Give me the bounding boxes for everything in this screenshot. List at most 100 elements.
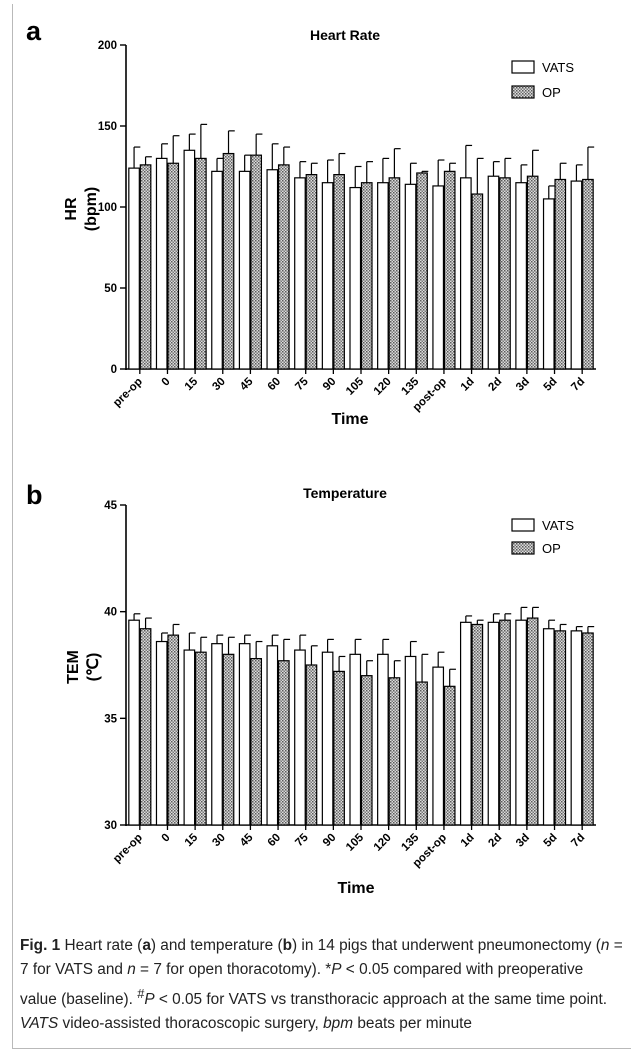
x-tick-label: 30 (210, 832, 228, 850)
caption-text: Heart rate (a) and temperature (b) in 14… (20, 937, 623, 1032)
panel-letter: a (26, 16, 42, 46)
legend-swatch-op (512, 86, 534, 98)
x-tick-label: 30 (210, 376, 228, 394)
bar-op (196, 158, 207, 369)
y-tick-label: 30 (104, 820, 117, 832)
caption-part: P (144, 991, 154, 1008)
caption-part: bpm (323, 1015, 353, 1032)
bar-op (417, 682, 428, 825)
caption-part: a (142, 937, 151, 954)
y-axis-label: HR (63, 197, 80, 221)
x-tick-label: 7d (569, 832, 587, 850)
bar-op (362, 676, 373, 825)
x-tick-label: 90 (321, 832, 339, 850)
bar-vats (544, 199, 555, 369)
bar-op (279, 661, 290, 825)
bar-op (500, 620, 511, 825)
legend-swatch-vats (512, 519, 534, 531)
bar-vats (516, 183, 527, 369)
bar-op (140, 629, 151, 825)
caption-part: n (127, 961, 136, 978)
bar-op (555, 179, 566, 369)
y-tick-label: 150 (98, 121, 117, 133)
x-tick-label: pre-op (111, 376, 145, 410)
x-tick-label: 2d (486, 376, 504, 394)
bar-op (279, 165, 290, 369)
caption-part: ) and temperature ( (151, 937, 283, 954)
caption-part: VATS (20, 1015, 58, 1032)
caption-part: = 7 for open thoracotomy). * (136, 961, 331, 978)
bar-op (472, 624, 483, 825)
bar-op (527, 176, 538, 369)
bar-vats (295, 178, 306, 369)
x-tick-label: 15 (183, 375, 201, 393)
figure-caption: Fig. 1 Heart rate (a) and temperature (b… (20, 934, 624, 1036)
bar-op (389, 678, 400, 825)
y-axis-label: TEM (65, 650, 82, 684)
bar-vats (433, 186, 444, 369)
bar-op (444, 686, 455, 825)
bar-vats (156, 642, 167, 825)
bar-vats (295, 650, 306, 825)
bar-vats (129, 168, 140, 369)
x-tick-label: 105 (344, 375, 366, 397)
chart-title: Heart Rate (310, 27, 380, 43)
bar-vats (571, 631, 582, 825)
caption-part: P (331, 961, 341, 978)
bar-vats (461, 178, 472, 369)
bar-vats (267, 646, 278, 825)
figure-label: Fig. 1 (20, 937, 60, 954)
bar-vats (571, 181, 582, 369)
x-tick-label: 135 (399, 831, 421, 853)
bar-vats (156, 158, 167, 369)
y-tick-label: 45 (104, 500, 117, 512)
bar-op (334, 175, 345, 369)
bar-op (306, 665, 317, 825)
panel-letter: b (26, 480, 43, 510)
x-tick-label: 7d (569, 376, 587, 394)
bar-op (362, 183, 373, 369)
bar-vats (239, 171, 250, 369)
x-axis-label: Time (337, 880, 374, 897)
x-tick-label: 1d (459, 832, 477, 850)
y-tick-label: 0 (111, 364, 117, 376)
bar-op (472, 194, 483, 369)
bar-op (140, 165, 151, 369)
legend-swatch-vats (512, 61, 534, 73)
legend-label: VATS (542, 60, 574, 75)
legend-label: OP (542, 85, 561, 100)
y-tick-label: 50 (104, 283, 117, 295)
y-axis-unit: (℃) (85, 653, 102, 682)
bar-vats (350, 654, 361, 825)
x-tick-label: 60 (266, 376, 284, 394)
bar-vats (405, 184, 416, 369)
chart-title: Temperature (303, 485, 387, 501)
y-tick-label: 100 (98, 202, 117, 214)
bar-op (196, 652, 207, 825)
bar-vats (488, 622, 499, 825)
x-tick-label: 2d (486, 832, 504, 850)
x-tick-label: 45 (238, 831, 256, 849)
x-tick-label: 3d (514, 376, 532, 394)
bar-vats (433, 667, 444, 825)
x-tick-label: 120 (372, 832, 394, 854)
x-tick-label: 5d (542, 376, 560, 394)
bar-vats (129, 620, 140, 825)
bar-vats (322, 183, 333, 369)
bar-op (444, 171, 455, 369)
caption-part: ) in 14 pigs that underwent pneumonectom… (292, 937, 601, 954)
x-tick-label: 135 (399, 375, 421, 397)
bar-op (251, 659, 261, 825)
x-tick-label: 120 (372, 376, 394, 398)
bar-vats (544, 629, 555, 825)
y-tick-label: 35 (104, 713, 117, 725)
x-tick-label: 1d (459, 376, 477, 394)
caption-part: video-assisted thoracoscopic surgery, (58, 1015, 323, 1032)
caption-part: b (283, 937, 292, 954)
legend-swatch-op (512, 542, 534, 554)
bar-op (583, 633, 594, 825)
bar-vats (488, 176, 499, 369)
x-tick-label: 90 (321, 376, 339, 394)
bar-vats (516, 620, 527, 825)
